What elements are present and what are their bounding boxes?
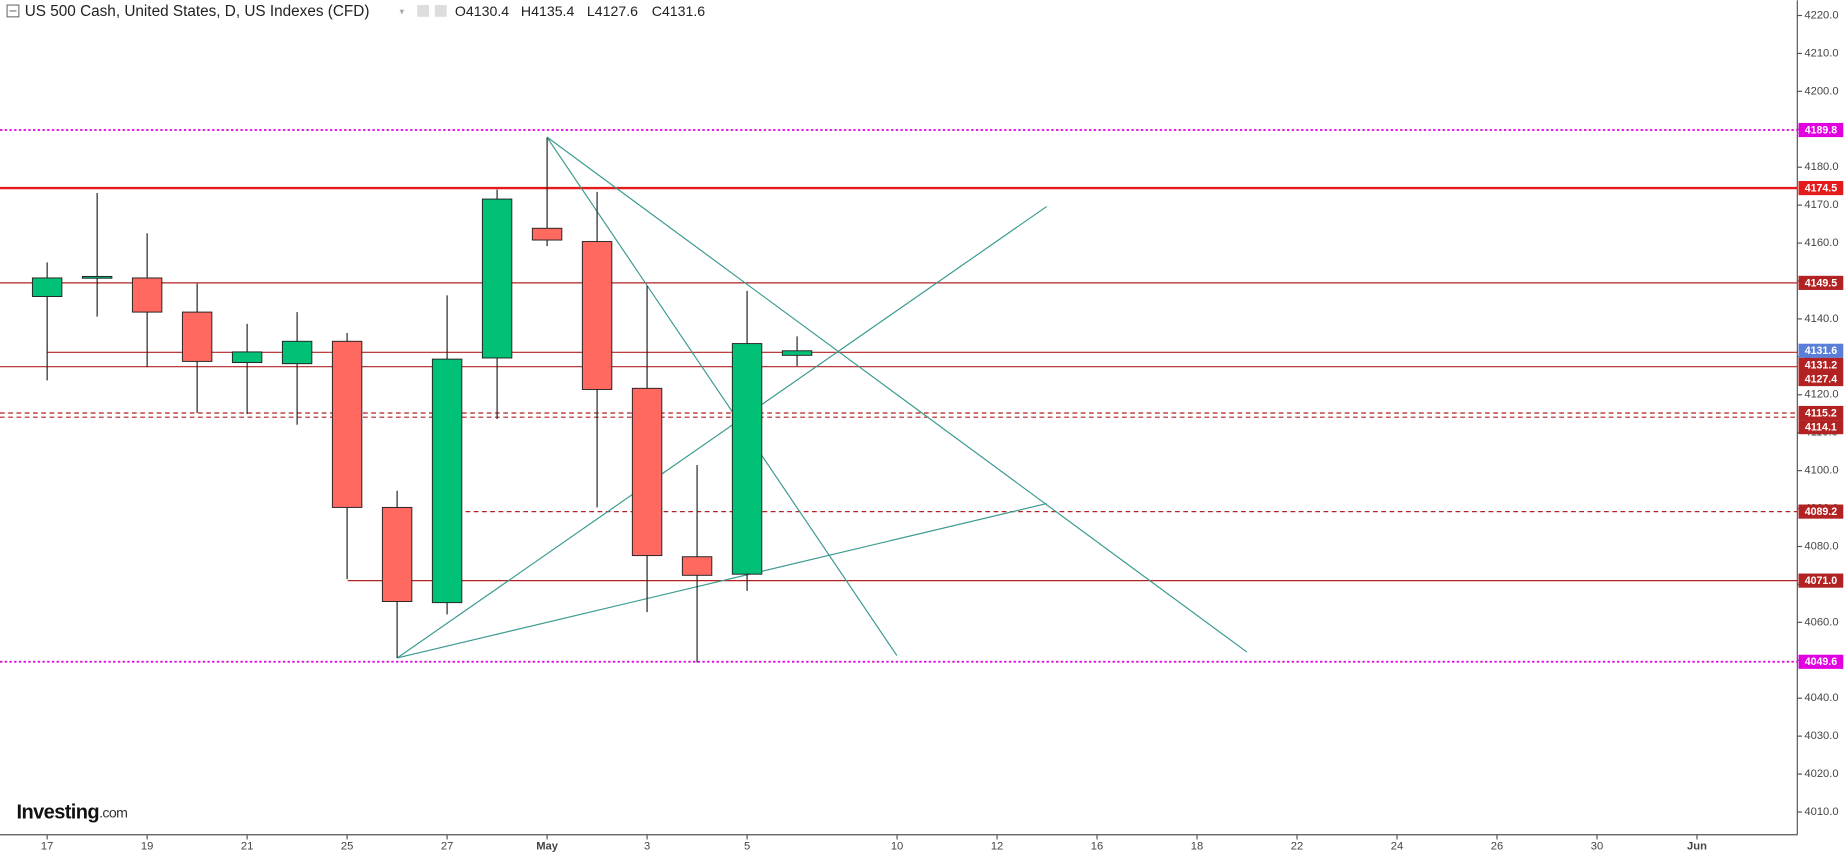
price-level-label: 4114.1 <box>1805 422 1837 434</box>
candle-body <box>531 227 563 241</box>
y-tick-label: 4220.0 <box>1804 9 1838 21</box>
price-level-label: 4149.5 <box>1805 277 1838 289</box>
price-level-tag <box>1798 371 1844 387</box>
y-tick-label: 4210.0 <box>1804 47 1838 59</box>
price-level-tag <box>1798 654 1844 669</box>
price-level-label: 4071.0 <box>1805 575 1838 587</box>
candle-body <box>681 556 713 576</box>
candle-body <box>31 277 63 298</box>
candle-body <box>381 506 413 602</box>
y-tick-label: 4160.0 <box>1804 237 1838 249</box>
y-tick-label: 4100.0 <box>1804 465 1838 477</box>
x-tick-label: 5 <box>744 840 750 852</box>
candle-body <box>581 241 613 390</box>
price-level-label: 4131.2 <box>1805 359 1838 371</box>
x-tick-label: 25 <box>341 840 353 852</box>
y-tick-label: 4060.0 <box>1804 616 1838 628</box>
trend-lines <box>396 136 1248 659</box>
collapse-icon[interactable] <box>6 4 20 18</box>
dropdown-arrow[interactable]: ▾ <box>400 6 405 17</box>
y-tick-label: 4120.0 <box>1804 389 1838 401</box>
price-level-tag <box>1798 405 1844 421</box>
ohlc-close: C4131.6 <box>652 3 706 19</box>
price-level-tag <box>1798 504 1844 519</box>
visibility-icon[interactable] <box>434 5 447 17</box>
ohlc-open: O4130.4 <box>455 3 509 19</box>
x-tick-label: 21 <box>241 840 253 852</box>
candle-body <box>81 275 113 279</box>
x-tick-label: 24 <box>1391 840 1403 852</box>
y-tick-label: 4180.0 <box>1804 161 1838 173</box>
trend-line <box>546 136 1248 653</box>
candle-body <box>731 343 763 575</box>
price-level-tag <box>1798 122 1844 138</box>
y-tick-label: 4010.0 <box>1804 806 1838 818</box>
candle-body <box>181 311 213 362</box>
header: US 500 Cash, United States, D, US Indexe… <box>6 3 706 20</box>
trend-line <box>546 136 898 656</box>
ohlc-high: H4135.4 <box>521 3 575 19</box>
price-level-label: 4089.2 <box>1805 506 1838 518</box>
candle-body <box>281 340 313 365</box>
x-tick-label: 30 <box>1591 840 1603 852</box>
y-tick-label: 4030.0 <box>1804 730 1838 742</box>
price-level-label: 4049.6 <box>1805 656 1838 668</box>
x-tick-label: 19 <box>141 840 153 852</box>
price-level-tag <box>1798 343 1844 358</box>
x-tick-label: 3 <box>644 840 650 852</box>
symbol-title: US 500 Cash, United States, D, US Indexe… <box>25 3 370 20</box>
watermark-brand: Investing <box>16 802 99 824</box>
levels <box>0 129 1798 663</box>
ohlc-low: L4127.6 <box>587 3 638 19</box>
watermark-suffix: .com <box>99 804 127 820</box>
x-tick-label: May <box>536 840 559 852</box>
y-tick-label: 4170.0 <box>1804 199 1838 211</box>
y-tick-label: 4080.0 <box>1804 540 1838 552</box>
price-level-label: 4189.8 <box>1805 124 1838 136</box>
x-tick-label: 27 <box>441 840 453 852</box>
trend-line <box>396 206 1047 659</box>
x-tick-label: 16 <box>1091 840 1103 852</box>
x-tick-label: Jun <box>1687 840 1707 852</box>
settings-icon[interactable] <box>417 5 429 17</box>
y-tick-label: 4020.0 <box>1804 768 1838 780</box>
x-tick-label: 10 <box>891 840 903 852</box>
price-level-label: 4131.6 <box>1805 345 1838 357</box>
candle-body <box>781 350 813 356</box>
price-level-tag <box>1798 275 1844 290</box>
price-level-label: 4174.5 <box>1805 182 1838 194</box>
candle-body <box>231 351 263 364</box>
price-level-tag <box>1798 180 1844 196</box>
y-tick-label: 4040.0 <box>1804 692 1838 704</box>
x-tick-label: 18 <box>1191 840 1203 852</box>
price-level-tag <box>1798 573 1844 588</box>
y-tick-label: 4200.0 <box>1804 85 1838 97</box>
candle-body <box>631 387 663 557</box>
price-level-tag <box>1798 357 1844 372</box>
candle-body <box>481 198 513 359</box>
price-level-tag <box>1798 420 1844 435</box>
candle-body <box>431 358 463 604</box>
watermark: Investing.com <box>16 802 127 824</box>
candle-body <box>131 277 163 313</box>
x-tick-label: 22 <box>1291 840 1303 852</box>
trend-line <box>397 502 1047 659</box>
y-tick-label: 4140.0 <box>1804 313 1838 325</box>
price-level-label: 4115.2 <box>1805 407 1837 419</box>
x-tick-label: 26 <box>1491 840 1503 852</box>
x-tick-label: 12 <box>991 840 1003 852</box>
price-level-label: 4127.4 <box>1805 373 1838 385</box>
candle-body <box>331 340 363 508</box>
x-tick-label: 17 <box>41 840 53 852</box>
